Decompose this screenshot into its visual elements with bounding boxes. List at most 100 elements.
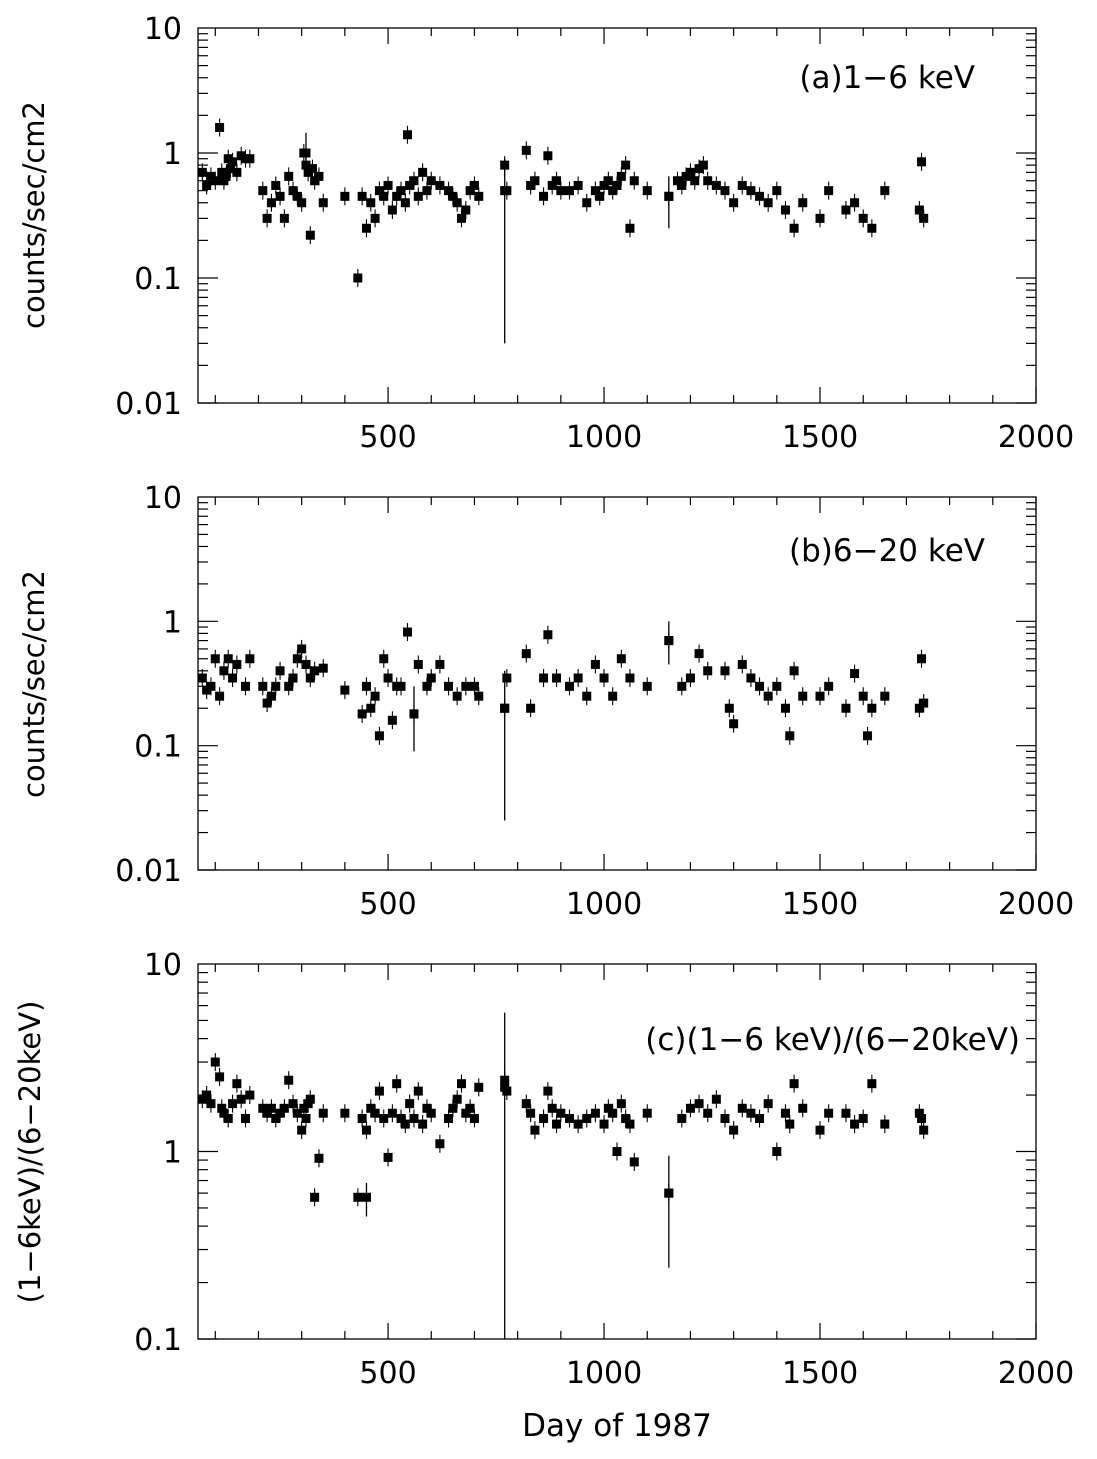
y-tick-label: 10 — [144, 12, 182, 47]
data-point — [746, 1108, 756, 1118]
data-point — [318, 198, 328, 208]
data-point — [539, 673, 549, 683]
data-point — [392, 1079, 402, 1089]
data-point — [353, 273, 363, 283]
data-point — [919, 1125, 929, 1135]
data-point — [815, 213, 825, 223]
data-point — [595, 191, 605, 201]
data-point — [465, 1103, 475, 1113]
y-tick-label: 0.1 — [134, 730, 182, 765]
data-point — [403, 627, 412, 637]
data-point — [914, 703, 924, 713]
data-point — [590, 659, 600, 669]
data-point — [318, 663, 328, 673]
data-point — [262, 1108, 272, 1118]
data-point — [746, 673, 756, 683]
y-tick-label: 0.1 — [134, 1323, 182, 1358]
data-point — [582, 198, 592, 208]
data-point — [292, 191, 302, 201]
data-point — [711, 180, 721, 190]
data-point — [418, 1119, 428, 1129]
data-point — [379, 191, 389, 201]
data-point — [426, 673, 436, 683]
data-point — [210, 654, 220, 664]
data-point — [474, 191, 484, 201]
data-point — [361, 223, 371, 233]
data-point — [228, 673, 238, 683]
data-point — [297, 198, 307, 208]
data-point — [552, 673, 562, 683]
data-point — [599, 180, 609, 190]
data-point — [452, 198, 462, 208]
data-point — [366, 1103, 376, 1113]
y-tick-label: 1 — [163, 605, 182, 640]
data-point — [305, 230, 315, 240]
data-point — [880, 1119, 890, 1129]
data-point — [383, 180, 393, 190]
data-point — [258, 681, 268, 691]
data-point — [444, 1113, 454, 1123]
data-point — [755, 681, 765, 691]
data-point — [448, 1103, 458, 1113]
data-point — [772, 681, 782, 691]
data-point — [677, 681, 687, 691]
data-point — [612, 1147, 622, 1156]
data-point — [599, 1119, 609, 1129]
data-point — [279, 1103, 289, 1113]
data-point — [737, 659, 747, 669]
data-point — [448, 191, 458, 201]
data-point — [219, 666, 229, 676]
panel-label: (c)(1−6 keV)/(6−20keV) — [645, 1022, 1020, 1058]
data-point — [310, 666, 320, 676]
data-point — [396, 681, 406, 691]
data-point — [284, 171, 294, 181]
data-point — [292, 654, 302, 664]
data-point — [228, 1099, 238, 1109]
data-point — [552, 176, 562, 186]
data-point — [452, 691, 462, 701]
data-point — [288, 1099, 298, 1109]
panel-label: (b)6−20 keV — [789, 533, 985, 569]
data-point — [461, 205, 471, 215]
data-point — [219, 1108, 229, 1118]
data-point — [301, 659, 311, 669]
data-point — [543, 151, 553, 161]
data-point — [307, 164, 317, 174]
data-point — [202, 1090, 212, 1100]
data-point — [616, 1099, 626, 1109]
data-point — [785, 731, 795, 741]
data-point — [914, 1108, 924, 1118]
data-point — [573, 673, 583, 683]
data-point — [413, 1086, 423, 1096]
data-point — [526, 703, 536, 713]
data-point — [370, 1108, 380, 1118]
data-point — [301, 1113, 311, 1123]
data-point — [642, 186, 652, 196]
data-point — [629, 1157, 639, 1167]
data-point — [469, 681, 479, 691]
data-point — [608, 1108, 618, 1118]
data-point — [452, 1094, 462, 1104]
data-point — [444, 186, 454, 196]
panel-label: (a)1−6 keV — [799, 60, 975, 96]
data-point — [556, 1108, 566, 1118]
x-axis-label: Day of 1987 — [522, 1408, 712, 1444]
data-point — [642, 1108, 652, 1118]
data-point — [403, 130, 412, 140]
data-point — [266, 691, 276, 701]
data-point — [400, 1119, 410, 1129]
data-point — [340, 1108, 350, 1118]
data-point — [539, 191, 549, 201]
data-point — [612, 180, 622, 190]
data-point — [526, 180, 536, 190]
data-point — [625, 223, 635, 233]
data-point — [798, 198, 808, 208]
data-point — [266, 1103, 276, 1113]
data-point — [502, 186, 512, 196]
data-point — [422, 1103, 432, 1113]
data-point — [232, 167, 242, 177]
data-point — [841, 703, 851, 713]
data-point — [279, 213, 289, 223]
data-point — [755, 1113, 765, 1123]
data-point — [374, 731, 384, 741]
